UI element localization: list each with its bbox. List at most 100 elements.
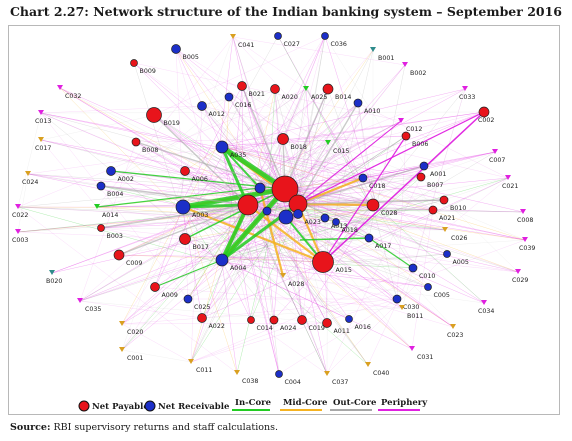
- edge: [362, 177, 448, 255]
- node-label: A010: [364, 108, 380, 115]
- node-label: A020: [282, 94, 298, 101]
- edge: [27, 146, 223, 175]
- node-net-receivable: [215, 253, 229, 267]
- node-label: C034: [478, 308, 494, 315]
- node-label: C036: [331, 41, 347, 48]
- edge: [294, 49, 374, 202]
- out-core-edge: [241, 85, 286, 190]
- edge: [100, 185, 301, 203]
- edge: [228, 96, 288, 193]
- node-layer: C041 C027 C036 B005 B001 B009 B002 C032 B021 A020…: [12, 32, 535, 386]
- edge: [133, 62, 258, 188]
- out-core-edge: [284, 88, 329, 190]
- mid-core-edge: [182, 205, 324, 264]
- edge: [17, 173, 29, 233]
- edge: [287, 217, 403, 309]
- edge: [220, 35, 326, 256]
- node-net-payable: [130, 59, 138, 67]
- edge: [226, 256, 324, 263]
- edge: [153, 35, 326, 116]
- in-core-edge: [368, 237, 414, 269]
- node-peripheral: [77, 298, 83, 303]
- legend-net-payable-marker: [78, 400, 90, 412]
- edge: [175, 48, 252, 321]
- in-core-edge: [154, 259, 223, 288]
- edge: [184, 204, 350, 320]
- edge: [223, 147, 398, 300]
- edge: [249, 200, 369, 366]
- edge: [184, 170, 350, 320]
- node-label: C005: [434, 292, 450, 299]
- edge: [218, 35, 279, 143]
- edge: [377, 207, 485, 304]
- edge: [178, 142, 329, 208]
- node-peripheral: [280, 273, 286, 278]
- edge: [259, 191, 328, 324]
- node-peripheral: [442, 227, 448, 232]
- edge: [273, 220, 282, 321]
- node-label: C008: [517, 217, 533, 224]
- node-net-payable: [150, 282, 160, 292]
- edge: [59, 87, 283, 188]
- edge: [372, 204, 485, 304]
- edge: [175, 48, 373, 206]
- edge: [201, 105, 509, 179]
- node-net-receivable: [345, 315, 353, 323]
- node-label: B017: [193, 244, 209, 251]
- edge: [293, 200, 448, 255]
- node-label: B006: [412, 141, 428, 148]
- edge: [320, 263, 414, 269]
- edge: [187, 202, 429, 288]
- in-core-edge: [221, 146, 261, 189]
- node-label: C014: [257, 325, 273, 332]
- edge: [374, 208, 524, 213]
- node-label: B002: [410, 70, 426, 77]
- edge: [135, 141, 519, 273]
- edge: [305, 88, 429, 288]
- edge: [40, 112, 223, 262]
- edge: [285, 151, 496, 191]
- node-label: A002: [118, 176, 134, 183]
- edge: [121, 209, 264, 351]
- edge: [232, 36, 283, 191]
- legend-in-core-label: In-Core: [235, 398, 272, 408]
- node-label: B019: [164, 120, 180, 127]
- edge: [216, 199, 445, 258]
- edge: [182, 206, 218, 264]
- edge: [184, 238, 327, 263]
- edge: [300, 207, 526, 241]
- edge: [184, 238, 218, 258]
- node-net-payable: [439, 195, 449, 205]
- edge: [59, 87, 265, 212]
- edge: [247, 201, 280, 375]
- edge: [153, 114, 267, 208]
- legend: Net Payable Net Receivable In-Core Mid-C…: [78, 398, 428, 412]
- node-label: A025: [311, 94, 327, 101]
- node-peripheral: [188, 359, 194, 364]
- edge: [40, 112, 221, 151]
- edge: [17, 88, 307, 208]
- edge: [299, 203, 519, 273]
- edge: [51, 200, 247, 274]
- node-net-payable: [322, 318, 332, 328]
- node-peripheral: [365, 362, 371, 367]
- in-core-edge: [299, 237, 370, 241]
- node-label: A004: [230, 265, 246, 272]
- node-net-receivable: [197, 101, 207, 111]
- edge: [444, 177, 509, 231]
- legend-net-payable-label: Net Payable: [92, 402, 149, 412]
- edge: [241, 85, 446, 231]
- node-net-payable: [270, 84, 280, 94]
- edge: [79, 300, 203, 319]
- legend-mid-core-label: Mid-Core: [283, 398, 328, 408]
- node-peripheral: [515, 269, 521, 274]
- edge: [218, 88, 466, 148]
- node-net-receivable: [175, 199, 191, 215]
- edge: [301, 199, 378, 321]
- edge: [265, 210, 328, 375]
- edge: [264, 208, 328, 324]
- node-label: C033: [459, 94, 475, 101]
- node-peripheral: [119, 321, 125, 326]
- edge: [286, 111, 485, 185]
- edge: [135, 141, 245, 204]
